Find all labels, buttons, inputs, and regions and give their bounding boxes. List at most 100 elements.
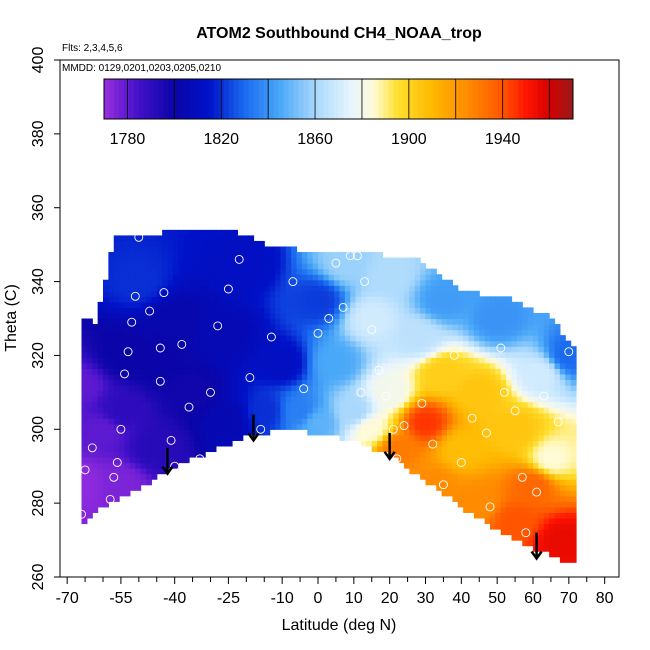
field-cell: [129, 301, 136, 309]
field-cell: [312, 263, 319, 270]
colorbar-cell: [368, 79, 374, 119]
field-cell: [232, 407, 238, 414]
field-cell: [248, 285, 255, 292]
field-cell: [108, 335, 115, 342]
field-cell: [215, 307, 222, 314]
field-cell: [253, 296, 260, 303]
field-cell: [167, 412, 174, 419]
field-cell: [361, 335, 367, 342]
field-cell: [237, 290, 244, 297]
field-cell: [113, 235, 120, 242]
field-cell: [221, 384, 228, 392]
field-cell: [425, 384, 432, 392]
field-cell: [81, 335, 88, 342]
field-cell: [258, 351, 265, 358]
field-cell: [146, 412, 152, 419]
field-cell: [452, 456, 459, 464]
field-cell: [296, 318, 303, 325]
field-cell: [387, 274, 394, 281]
field-cell: [167, 407, 174, 414]
field-cell: [248, 301, 255, 309]
field-cell: [339, 346, 346, 353]
field-cell: [264, 390, 271, 397]
field-cell: [490, 490, 496, 497]
field-cell: [430, 301, 437, 309]
field-cell: [210, 445, 217, 453]
field-cell: [527, 490, 534, 497]
field-cell: [242, 407, 249, 414]
field-cell: [484, 401, 491, 408]
field-cell: [334, 318, 341, 325]
field-cell: [178, 257, 185, 264]
field-cell: [92, 373, 99, 381]
colorbar-tick-label: 1900: [391, 131, 427, 148]
field-cell: [441, 290, 448, 297]
field-cell: [527, 373, 534, 381]
field-cell: [258, 390, 265, 397]
field-cell: [275, 401, 281, 408]
field-cell: [447, 429, 453, 436]
field-cell: [103, 362, 109, 369]
field-cell: [425, 479, 432, 486]
field-cell: [479, 340, 486, 347]
field-cell: [226, 301, 233, 309]
field-cell: [226, 379, 233, 386]
field-cell: [344, 362, 351, 369]
field-cell: [447, 407, 453, 414]
field-cell: [264, 318, 271, 325]
field-cell: [172, 462, 179, 469]
field-cell: [140, 312, 147, 320]
field-cell: [559, 456, 566, 464]
flights-annotation: Flts: 2,3,4,5,6: [62, 43, 123, 54]
field-cell: [221, 307, 228, 314]
x-axis: -70 -55 -40 -25 -10 0 10 20 30 40 50 60 70 80: [56, 577, 614, 607]
field-cell: [242, 324, 249, 331]
field-cell: [113, 240, 120, 248]
field-cell: [334, 335, 341, 342]
field-cell: [178, 252, 185, 259]
field-cell: [377, 340, 384, 347]
field-cell: [404, 318, 410, 325]
field-cell: [237, 285, 244, 292]
field-cell: [146, 357, 152, 364]
field-cell: [377, 379, 384, 386]
field-cell: [124, 290, 131, 297]
field-cell: [457, 301, 464, 309]
colorbar-cell: [493, 79, 499, 119]
field-cell: [103, 290, 109, 297]
field-cell: [146, 423, 152, 430]
field-cell: [522, 324, 529, 331]
field-cell: [414, 468, 421, 475]
field-cell: [103, 407, 109, 414]
field-cell: [430, 473, 437, 480]
field-cell: [425, 379, 432, 386]
field-cell: [387, 268, 394, 275]
field-cell: [425, 468, 432, 475]
field-cell: [129, 373, 136, 381]
field-cell: [264, 373, 271, 381]
field-cell: [543, 534, 550, 541]
field-cell: [468, 346, 475, 353]
field-cell: [409, 301, 416, 309]
field-cell: [404, 312, 410, 320]
field-cell: [398, 373, 405, 381]
field-cell: [549, 440, 556, 447]
field-cell: [344, 407, 351, 414]
colorbar-cell: [153, 79, 160, 119]
field-cell: [129, 412, 136, 419]
field-cell: [409, 346, 416, 353]
field-cell: [232, 318, 238, 325]
field-cell: [162, 373, 169, 381]
field-cell: [135, 456, 142, 464]
field-cell: [436, 312, 443, 320]
field-cell: [264, 285, 271, 292]
field-cell: [199, 351, 206, 358]
field-cell: [248, 407, 255, 414]
field-cell: [108, 274, 115, 281]
field-cell: [522, 434, 529, 441]
field-cell: [463, 495, 470, 502]
field-cell: [538, 506, 545, 513]
field-cell: [108, 346, 115, 353]
field-cell: [522, 401, 529, 408]
colorbar-cell: [498, 79, 504, 119]
